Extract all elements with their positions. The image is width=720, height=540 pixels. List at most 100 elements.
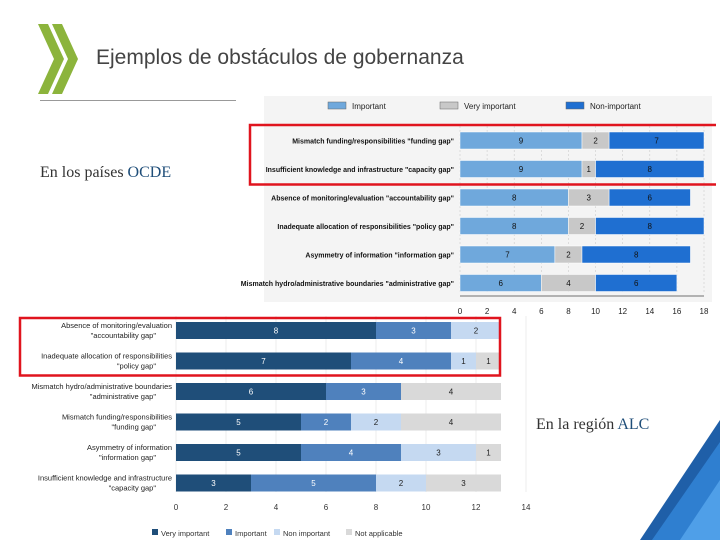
alc-caption-prefix: En la región — [536, 416, 618, 433]
category-label: Asymmetry of information "information ga… — [305, 253, 454, 260]
category-label: Mismatch funding/responsibilities "fundin… — [62, 413, 172, 432]
bar-segment — [176, 413, 301, 431]
legend-swatch — [226, 529, 232, 535]
data-label: 8 — [648, 165, 653, 174]
x-tick-label: 8 — [566, 307, 571, 316]
category-label-line: Inadequate allocation of responsibilitie… — [41, 352, 172, 361]
legend-label: Not applicable — [355, 529, 403, 538]
category-label-line: "capacity gap" — [109, 484, 157, 493]
bar-segment — [176, 352, 351, 370]
oecd-logo — [38, 24, 78, 94]
data-label: 6 — [249, 388, 254, 397]
category-label-line: Insufficient knowledge and infrastructur… — [38, 474, 172, 483]
bar-segment — [476, 444, 501, 461]
bar-segment — [451, 352, 476, 370]
category-label: Insufficient knowledge and infrastructur… — [266, 167, 454, 174]
category-label-line: Mismatch funding/responsibilities — [62, 413, 172, 422]
bar-segment — [595, 160, 705, 178]
oecd-caption-highlight: OCDE — [127, 164, 172, 181]
x-tick-label: 0 — [458, 307, 463, 316]
data-label: 3 — [436, 449, 441, 458]
data-label: 3 — [361, 388, 366, 397]
x-tick-label: 16 — [672, 307, 681, 316]
bar-segment — [176, 444, 301, 461]
category-label-line: Mismatch hydro/administrative boundaries — [32, 382, 173, 391]
bar-segment — [401, 444, 476, 461]
data-label: 3 — [411, 327, 416, 336]
data-label: 8 — [274, 327, 279, 336]
bar-segment — [608, 188, 691, 207]
data-label: 7 — [505, 251, 510, 260]
data-label: 6 — [648, 194, 653, 203]
x-tick-label: 12 — [618, 307, 627, 316]
data-label: 4 — [566, 279, 571, 288]
category-label-line: "information gap" — [99, 453, 156, 462]
bar-segment — [376, 474, 426, 492]
x-tick-label: 2 — [224, 503, 229, 512]
legend-swatch — [565, 101, 585, 110]
category-label: Mismatch hydro/administrative boundaries… — [241, 281, 454, 288]
legend-label: Important — [235, 529, 268, 538]
bar-segment — [581, 245, 691, 264]
highlight-box — [18, 316, 502, 377]
bar-segment — [426, 474, 501, 492]
bar-segment — [301, 444, 401, 461]
bar-segment — [301, 413, 351, 431]
x-tick-label: 4 — [274, 503, 279, 512]
page-title: Ejemplos de obstáculos de gobernanza — [96, 46, 464, 69]
data-label: 3 — [587, 194, 592, 203]
bar-segment — [401, 383, 501, 400]
data-label: 4 — [399, 357, 404, 366]
x-tick-label: 6 — [539, 307, 544, 316]
data-label: 1 — [486, 357, 491, 366]
category-label: Asymmetry of information "information gap… — [87, 443, 172, 462]
bar-segment — [326, 383, 401, 400]
data-label: 9 — [519, 165, 524, 174]
bar-segment — [595, 274, 678, 292]
category-label: Insufficient knowledge and infrastructur… — [38, 474, 172, 493]
category-label-line: "administrative gap" — [90, 392, 157, 401]
bar-segment — [401, 413, 501, 431]
category-label: Inadequate allocation of responsibilitie… — [277, 224, 454, 231]
title-divider — [40, 100, 236, 101]
data-label: 5 — [236, 418, 241, 427]
legend-label: Important — [352, 102, 387, 111]
data-label: 4 — [449, 418, 454, 427]
x-tick-label: 4 — [512, 307, 517, 316]
data-label: 6 — [634, 279, 639, 288]
bar-segment — [176, 474, 251, 492]
legend-swatch — [274, 529, 280, 535]
legend-label: Non-important — [590, 102, 641, 111]
category-label: Mismatch funding/responsibilities "fundi… — [292, 139, 454, 146]
bar-segment — [451, 322, 501, 339]
data-label: 5 — [236, 449, 241, 458]
data-label: 1 — [461, 357, 466, 366]
bar-segment — [351, 413, 401, 431]
category-label-line: "policy gap" — [117, 362, 156, 371]
data-label: 9 — [519, 137, 524, 146]
highlight-box — [248, 123, 716, 186]
oecd-caption: En los países OCDE — [40, 164, 171, 182]
x-tick-label: 0 — [174, 503, 179, 512]
bar-segment — [595, 217, 705, 235]
category-label-line: Asymmetry of information — [87, 443, 172, 452]
category-label: Mismatch hydro/administrative boundaries… — [32, 382, 173, 401]
legend-label: Non important — [283, 529, 331, 538]
x-tick-label: 10 — [422, 503, 431, 512]
chart-legend: Important Very important Non-important — [327, 101, 641, 111]
data-label: 2 — [399, 479, 404, 488]
bar-segment — [608, 131, 705, 150]
bar-segment — [251, 474, 376, 492]
legend-label: Very important — [464, 102, 516, 111]
data-label: 2 — [593, 137, 598, 146]
legend-swatch — [439, 101, 459, 110]
x-tick-label: 12 — [472, 503, 481, 512]
data-label: 8 — [634, 251, 639, 260]
data-label: 4 — [449, 388, 454, 397]
data-label: 2 — [474, 327, 479, 336]
x-tick-label: 14 — [645, 307, 654, 316]
data-label: 3 — [461, 479, 466, 488]
alc-caption: En la región ALC — [536, 416, 649, 434]
legend-swatch — [346, 529, 352, 535]
